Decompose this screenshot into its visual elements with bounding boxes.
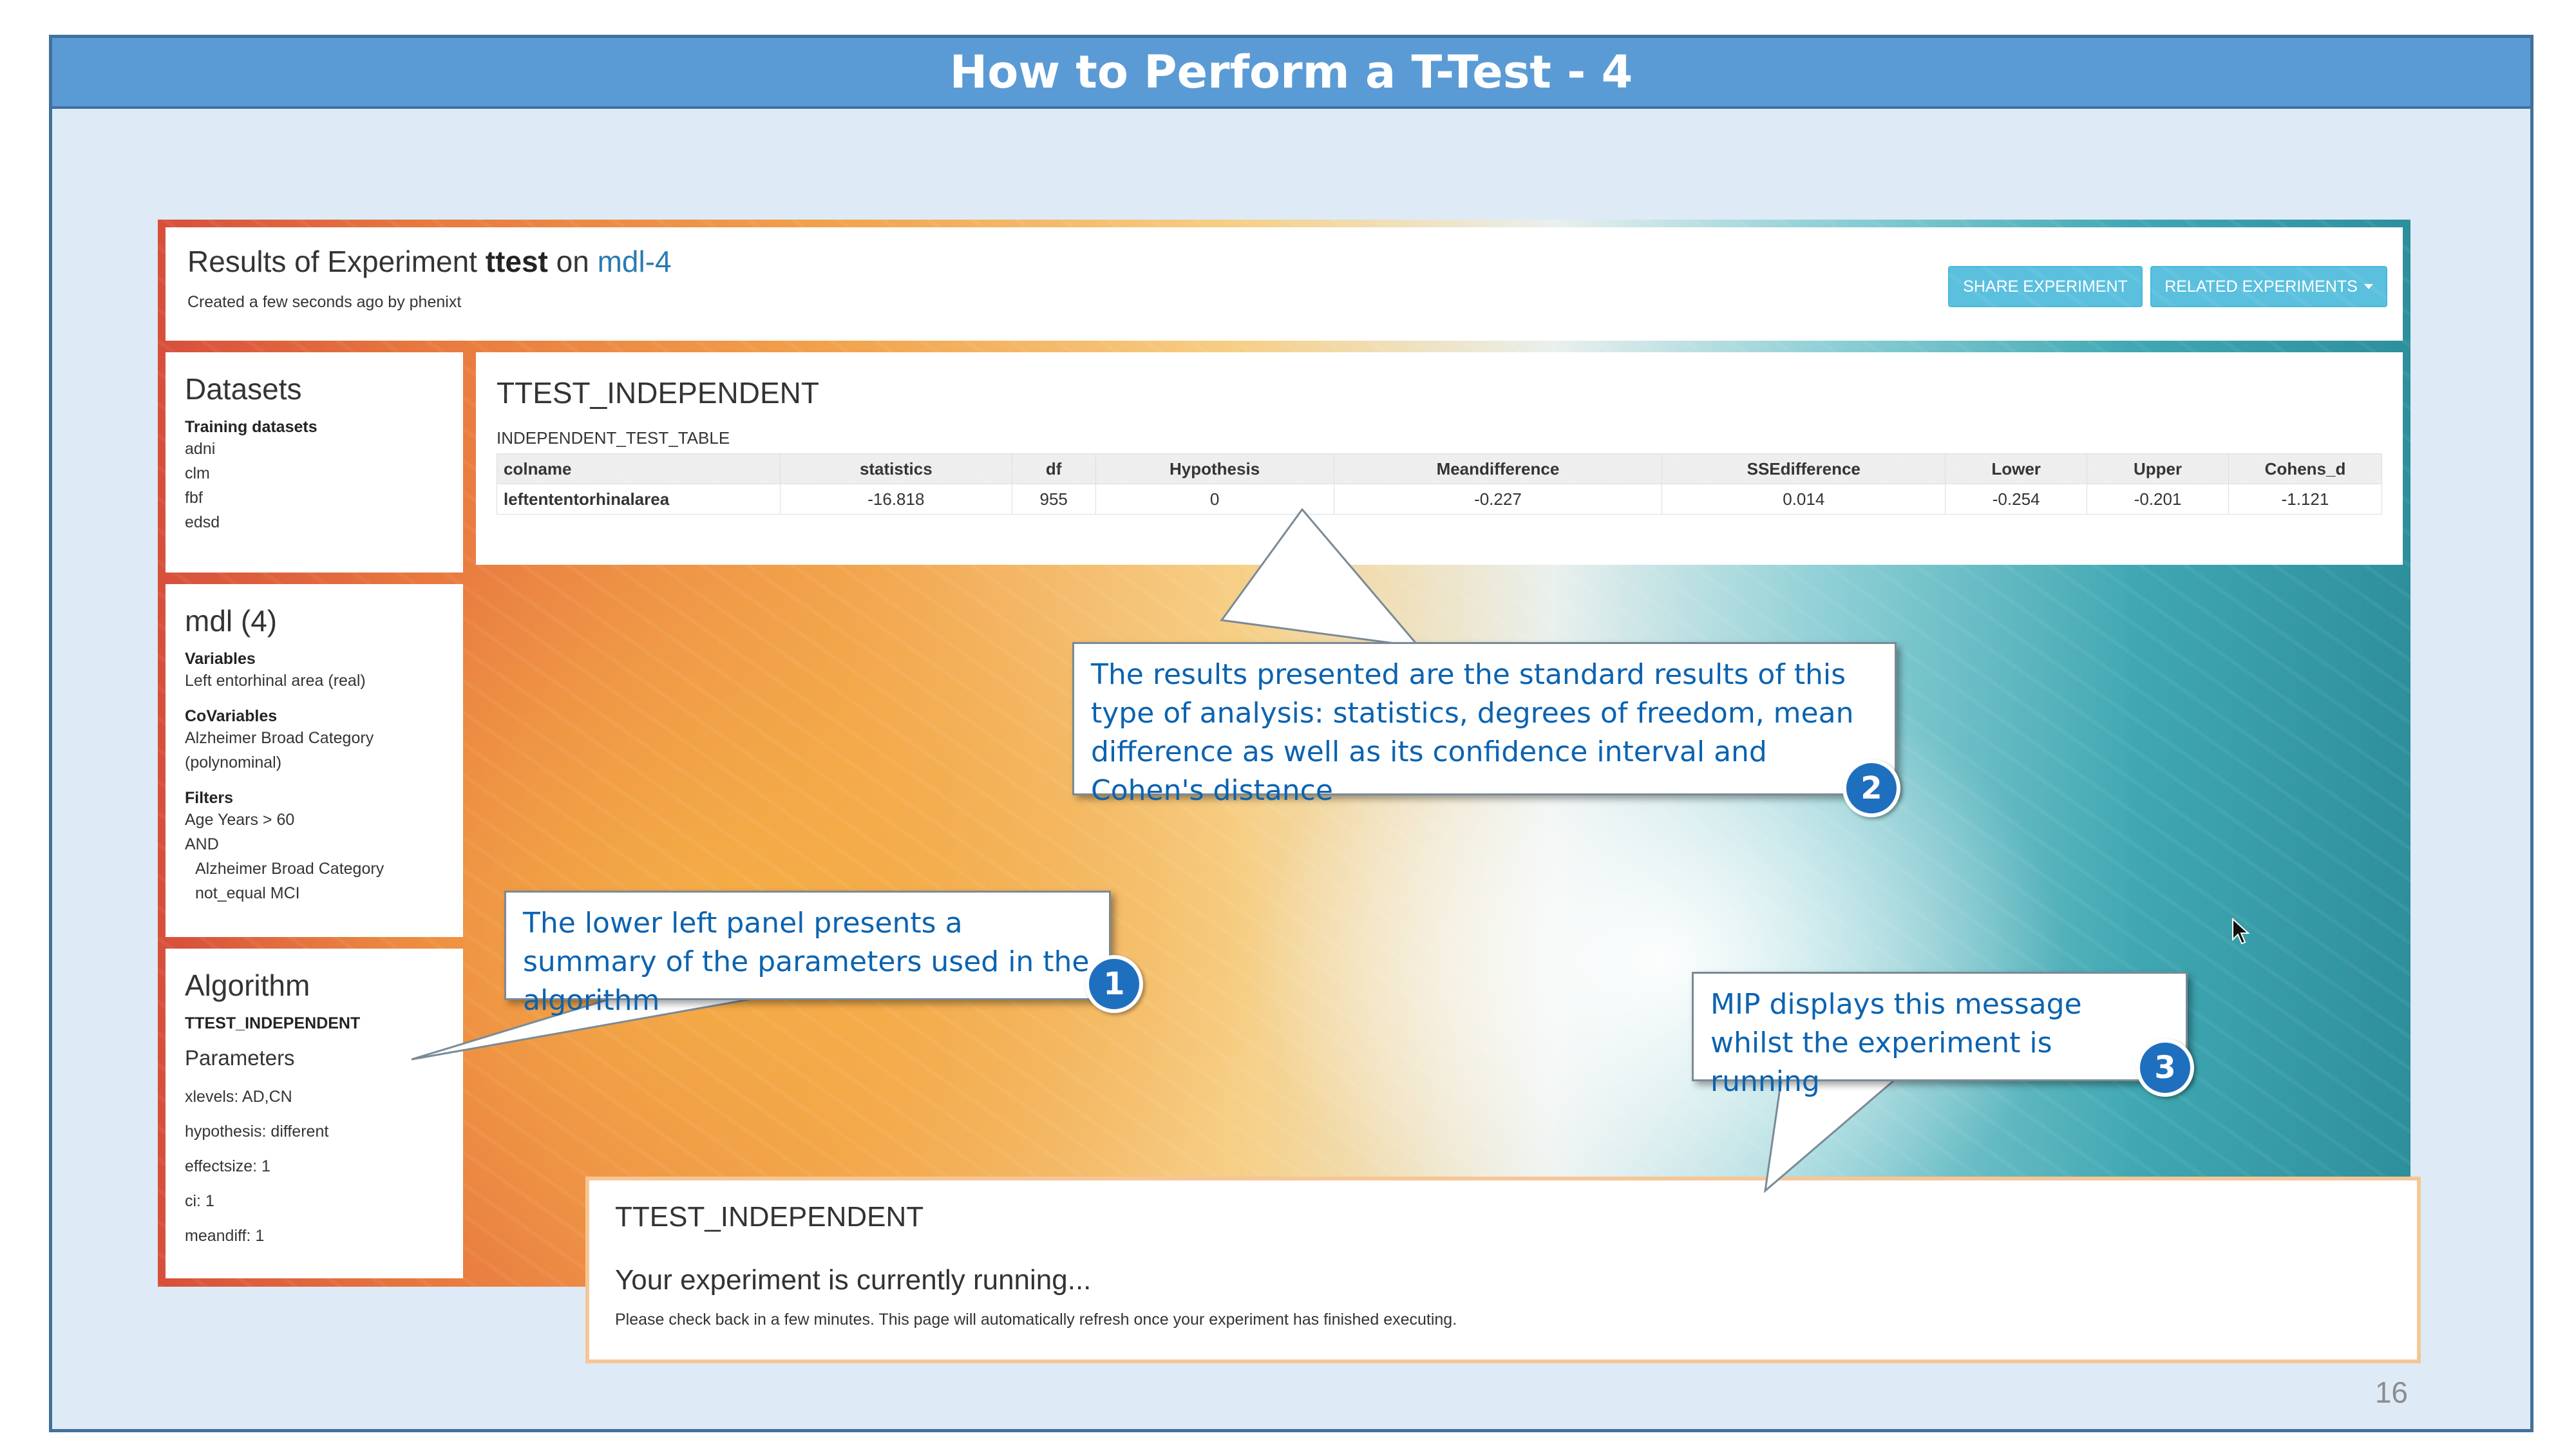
table-cell: -0.254 (1945, 484, 2088, 515)
table-cell: 0.014 (1662, 484, 1946, 515)
filter-item: Age Years > 60 (185, 811, 295, 829)
table-header-row: colname statistics df Hypothesis Meandif… (497, 453, 2382, 484)
table-row: leftententorhinalarea -16.818 955 0 -0.2… (497, 484, 2382, 515)
model-panel: mdl (4) Variables Left entorhinal area (… (166, 584, 463, 937)
experiment-header: Results of Experiment ttest on mdl-4 Cre… (166, 227, 2403, 341)
callout-badge-1: 1 (1085, 955, 1143, 1013)
algorithm-panel: Algorithm TTEST_INDEPENDENT Parameters x… (166, 949, 463, 1278)
covariables-label: CoVariables (185, 707, 278, 725)
related-experiments-button[interactable]: RELATED EXPERIMENTS (2150, 266, 2387, 307)
filter-item: AND (185, 835, 219, 853)
callout-running-text: MIP displays this message whilst the exp… (1710, 988, 2082, 1098)
table-cell: leftententorhinalarea (497, 484, 781, 515)
covariable-item: (polynominal) (185, 753, 282, 772)
filters-label: Filters (185, 789, 234, 807)
table-cell: -16.818 (779, 484, 1012, 515)
results-title: TTEST_INDEPENDENT (497, 376, 819, 410)
table-cell: -0.227 (1333, 484, 1663, 515)
table-cell: -0.201 (2087, 484, 2229, 515)
parameter-item: ci: 1 (185, 1192, 214, 1210)
parameter-item: hypothesis: different (185, 1122, 329, 1141)
variables-label: Variables (185, 650, 256, 668)
callout-tails (411, 507, 1904, 1193)
experiment-name: ttest (485, 245, 548, 278)
results-table: colname statistics df Hypothesis Meandif… (497, 453, 2382, 515)
created-info: Created a few seconds ago by phenixt (187, 293, 462, 311)
app-screenshot: Results of Experiment ttest on mdl-4 Cre… (158, 220, 2410, 1287)
experiment-title: Results of Experiment ttest on mdl-4 (187, 244, 2381, 279)
callout-2-tail (1220, 507, 1421, 649)
caret-down-icon (2363, 284, 2373, 289)
results-table-name: INDEPENDENT_TEST_TABLE (497, 428, 730, 448)
parameter-item: xlevels: AD,CN (185, 1088, 292, 1106)
page-number: 16 (2374, 1376, 2408, 1409)
dataset-item: clm (185, 464, 210, 482)
column-header: statistics (779, 453, 1012, 484)
column-header: Meandifference (1333, 453, 1663, 484)
callout-results: The results presented are the standard r… (1072, 642, 1897, 807)
parameter-item: meandiff: 1 (185, 1227, 265, 1245)
callout-parameters: The lower left panel presents a summary … (504, 891, 1111, 1017)
variable-item: Left entorhinal area (real) (185, 672, 366, 690)
running-message: Your experiment is currently running... (615, 1264, 1092, 1296)
column-header: Upper (2087, 453, 2229, 484)
covariable-item: Alzheimer Broad Category (185, 729, 374, 747)
results-panel: TTEST_INDEPENDENT INDEPENDENT_TEST_TABLE… (476, 352, 2403, 565)
callout-badge-3: 3 (2136, 1039, 2194, 1097)
column-header: Hypothesis (1095, 453, 1334, 484)
dataset-item: fbf (185, 489, 203, 507)
related-experiments-label: RELATED EXPERIMENTS (2164, 277, 2358, 296)
column-header: Lower (1945, 453, 2088, 484)
share-experiment-button[interactable]: SHARE EXPERIMENT (1948, 266, 2143, 307)
datasets-panel: Datasets Training datasets adni clm fbf … (166, 352, 463, 573)
callout-results-text: The results presented are the standard r… (1091, 658, 1854, 807)
dataset-item: edsd (185, 513, 220, 531)
filter-item: not_equal MCI (195, 884, 300, 902)
parameter-item: effectsize: 1 (185, 1157, 270, 1175)
filter-item: Alzheimer Broad Category (195, 860, 384, 878)
model-link[interactable]: mdl-4 (597, 245, 672, 278)
slide-title: How to Perform a T-Test - 4 (949, 46, 1633, 99)
running-title: TTEST_INDEPENDENT (615, 1201, 924, 1233)
dataset-item: adni (185, 440, 216, 458)
slide-title-bar: How to Perform a T-Test - 4 (52, 38, 2530, 109)
mouse-pointer-icon (2232, 918, 2250, 945)
model-title: mdl (4) (185, 604, 278, 638)
column-header: Cohens_d (2228, 453, 2382, 484)
parameters-label: Parameters (185, 1046, 295, 1070)
datasets-title: Datasets (185, 372, 302, 406)
running-note: Please check back in a few minutes. This… (615, 1311, 1457, 1329)
column-header: df (1011, 453, 1096, 484)
title-prefix: Results of Experiment (187, 245, 486, 278)
running-message-panel: TTEST_INDEPENDENT Your experiment is cur… (585, 1177, 2421, 1363)
slide: How to Perform a T-Test - 4 Results of E… (49, 35, 2533, 1432)
training-datasets-label: Training datasets (185, 418, 317, 436)
callout-badge-2: 2 (1842, 759, 1900, 817)
callout-parameters-text: The lower left panel presents a summary … (523, 907, 1090, 1017)
table-cell: 955 (1011, 484, 1096, 515)
column-header: SSEdifference (1662, 453, 1946, 484)
algorithm-name: TTEST_INDEPENDENT (185, 1014, 361, 1032)
table-cell: 0 (1095, 484, 1334, 515)
share-experiment-label: SHARE EXPERIMENT (1963, 277, 2128, 296)
algorithm-title: Algorithm (185, 969, 310, 1002)
callout-running: MIP displays this message whilst the exp… (1692, 972, 2188, 1098)
table-cell: -1.121 (2228, 484, 2382, 515)
title-on: on (547, 245, 598, 278)
